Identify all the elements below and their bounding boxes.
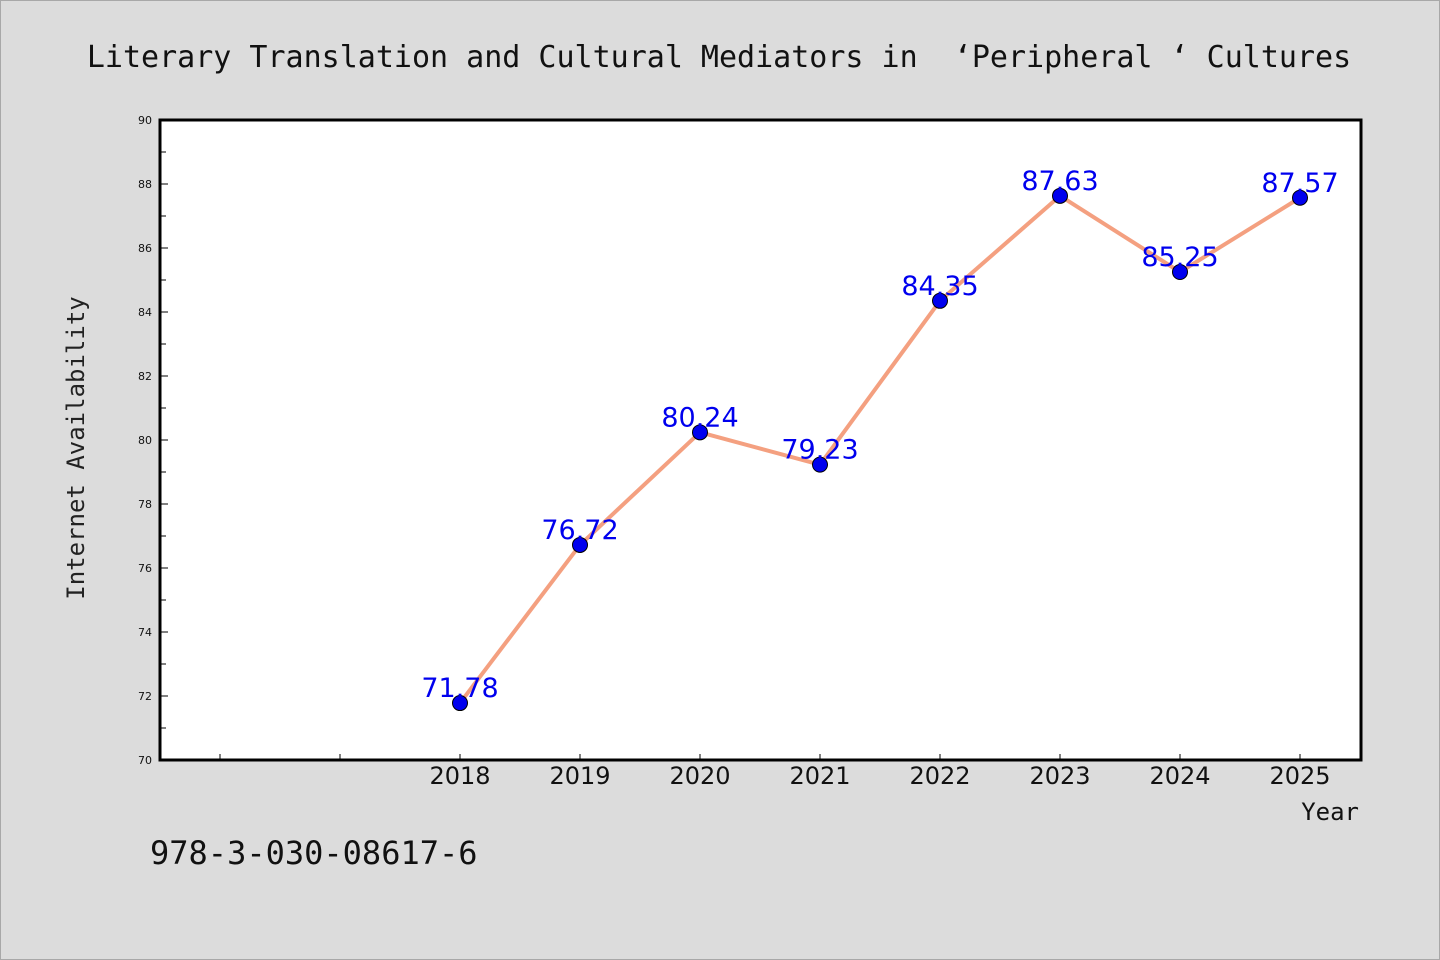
data-labels: 71.78 76.72 80.24 79.23 84.35 87.63 85.25 87.57 <box>421 166 1338 704</box>
data-label: 87.63 <box>1021 166 1098 197</box>
y-tick-label: 78 <box>138 498 152 511</box>
x-axis-ticks: 2018 2019 2020 2021 2022 2023 2024 2025 <box>219 754 1331 790</box>
chart-title: Literary Translation and Cultural Mediat… <box>87 40 1351 75</box>
y-tick-label: 80 <box>138 434 152 447</box>
x-axis-label: Year <box>1301 798 1359 826</box>
y-axis-label: Internet Availability <box>62 296 90 599</box>
y-tick-label: 76 <box>138 562 152 575</box>
y-tick-label: 70 <box>138 754 152 767</box>
x-tick-label: 2023 <box>1029 762 1090 790</box>
data-point <box>572 536 588 553</box>
data-label: 71.78 <box>421 673 498 704</box>
data-label: 84.35 <box>901 271 978 302</box>
data-point <box>1172 264 1188 280</box>
data-point <box>692 424 708 441</box>
series-line <box>458 193 1302 706</box>
x-tick-label: 2024 <box>1149 762 1210 790</box>
x-tick-label: 2018 <box>429 762 490 790</box>
y-tick-label: 88 <box>138 178 152 191</box>
data-point <box>452 695 468 712</box>
data-point <box>932 292 948 309</box>
data-label: 79.23 <box>781 435 858 466</box>
data-point <box>812 456 828 473</box>
data-point <box>1052 187 1068 204</box>
series-line-group <box>458 193 1302 706</box>
x-tick-label: 2019 <box>549 762 610 790</box>
y-tick-label: 74 <box>138 626 152 639</box>
plot-border <box>158 118 1363 762</box>
y-tick-label: 84 <box>138 306 152 319</box>
isbn-text: 978-3-030-08617-6 <box>150 834 478 872</box>
data-point <box>1292 189 1308 206</box>
data-label: 87.57 <box>1261 168 1338 199</box>
plot-area <box>160 120 1361 760</box>
data-label: 80.24 <box>661 402 738 433</box>
y-tick-label: 72 <box>138 690 152 703</box>
x-tick-label: 2020 <box>669 762 730 790</box>
y-tick-label: 86 <box>138 242 152 255</box>
y-tick-label: 82 <box>138 370 152 383</box>
data-label: 76.72 <box>541 515 618 546</box>
data-label: 85.25 <box>1141 242 1218 273</box>
x-tick-label: 2025 <box>1269 762 1330 790</box>
series-markers <box>452 187 1308 712</box>
x-tick-label: 2022 <box>909 762 970 790</box>
y-tick-label: 90 <box>138 114 152 127</box>
x-tick-label: 2021 <box>789 762 850 790</box>
